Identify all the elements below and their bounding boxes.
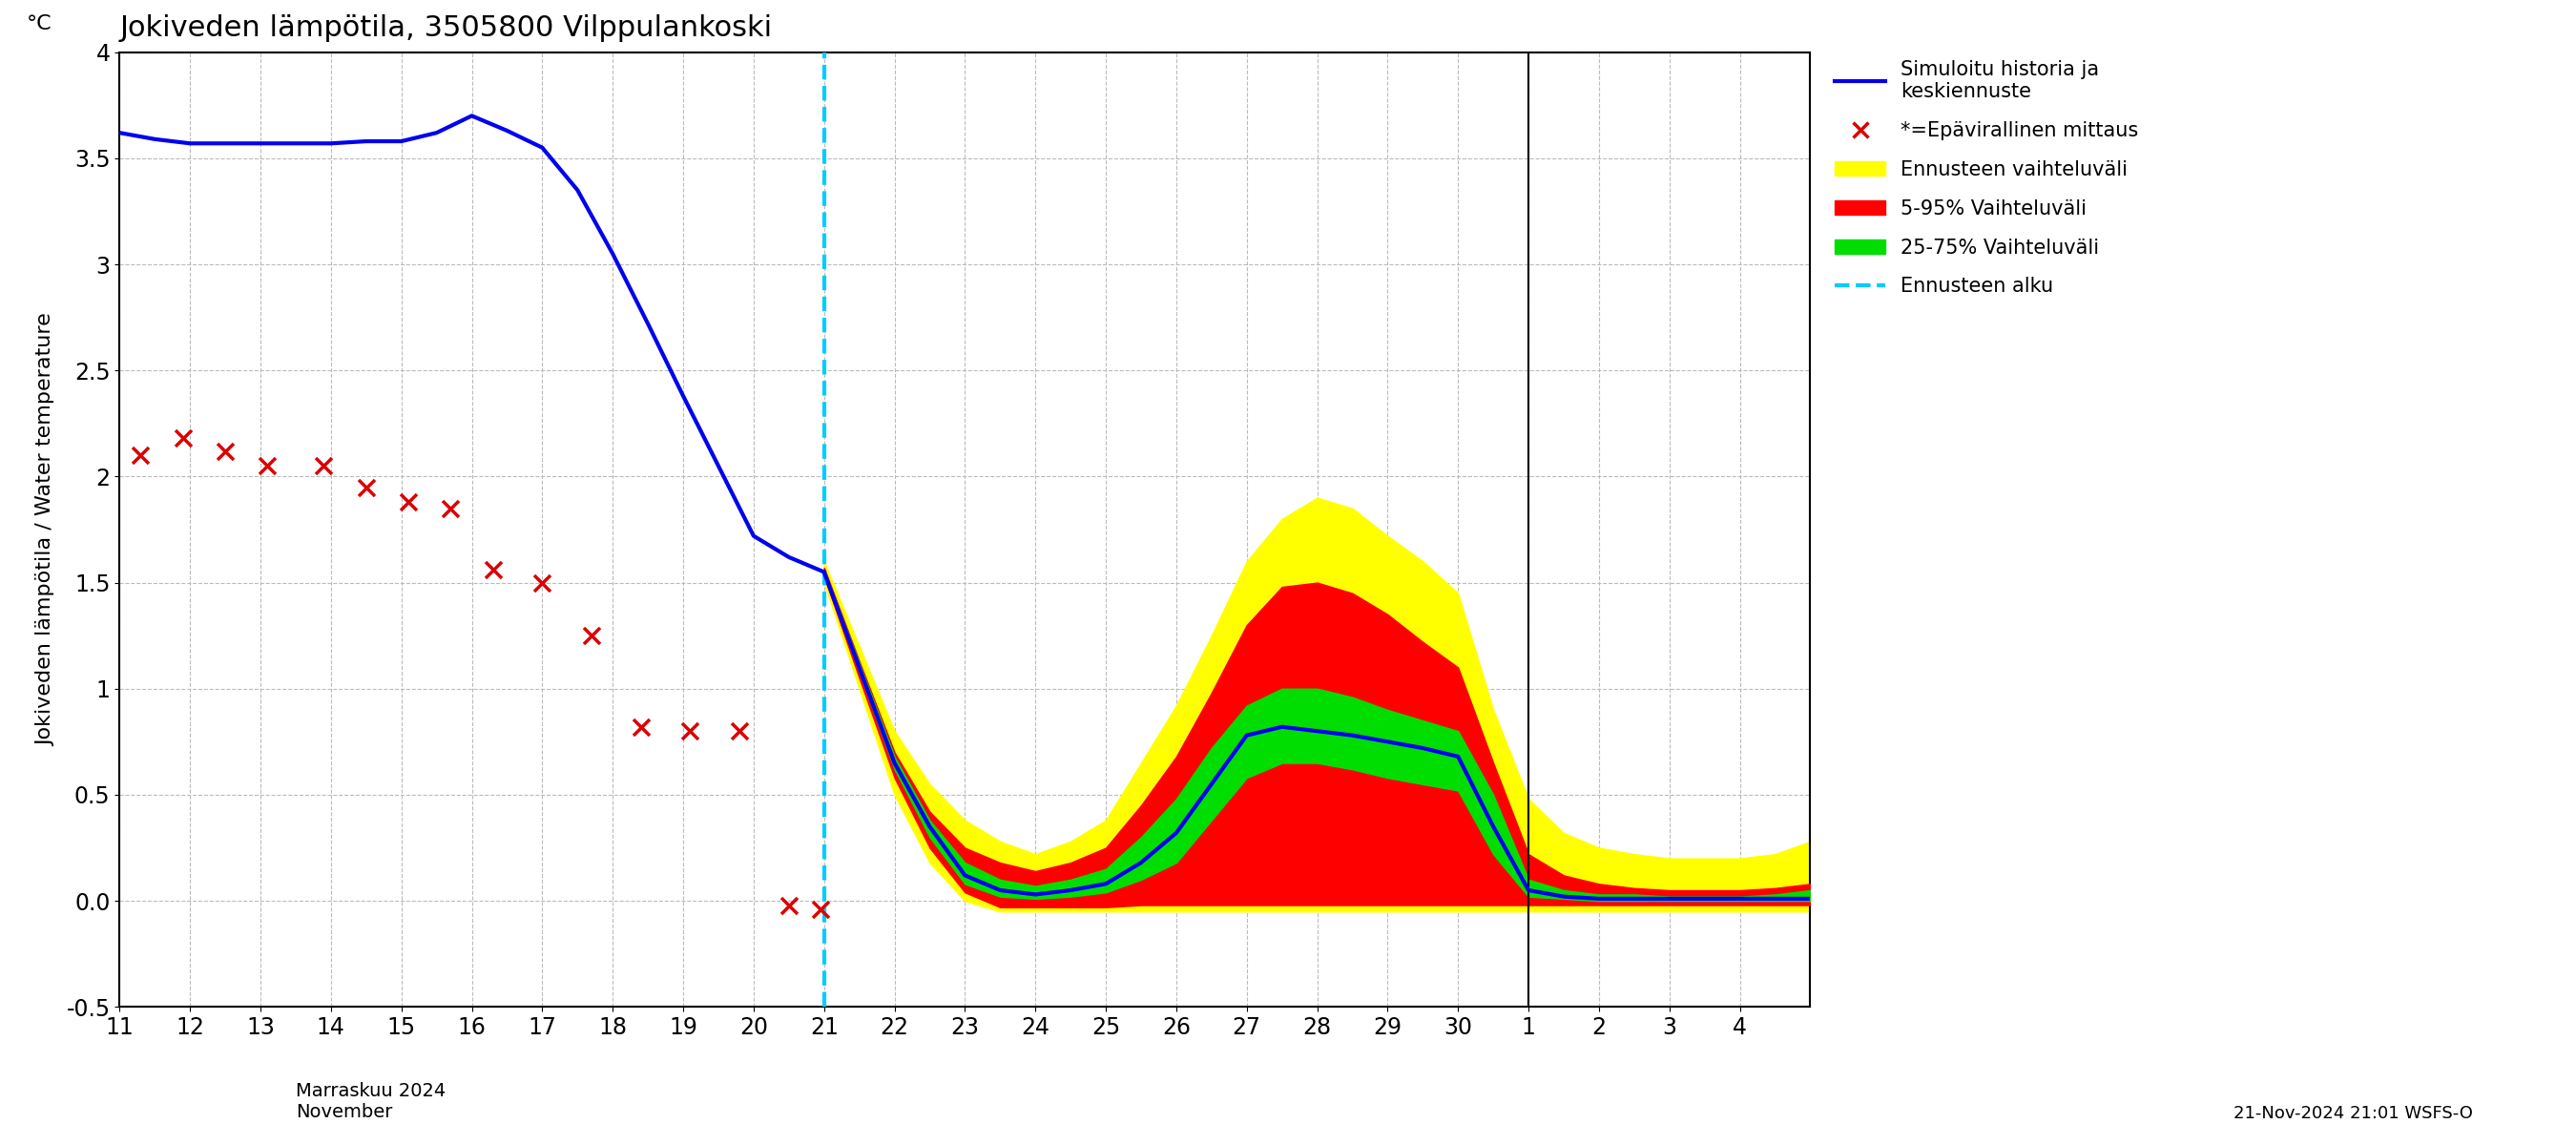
Text: 21-Nov-2024 21:01 WSFS-O: 21-Nov-2024 21:01 WSFS-O [2233,1105,2473,1122]
Point [204,442,245,460]
Point [304,457,345,475]
Point [801,900,842,918]
Point [572,626,613,645]
Point [121,447,162,465]
Point [471,561,513,579]
Legend: Simuloitu historia ja
keskiennuste, *=Epävirallinen mittaus, Ennusteen vaihteluv: Simuloitu historia ja keskiennuste, *=Ep… [1826,53,2146,305]
Point [520,574,562,592]
Text: °C: °C [26,14,52,33]
Text: Jokiveden lämpötila, 3505800 Vilppulankoski: Jokiveden lämpötila, 3505800 Vilppulanko… [118,14,773,42]
Point [430,499,471,518]
Point [670,722,711,741]
Point [247,457,289,475]
Point [768,895,809,914]
Point [345,477,386,496]
Text: Marraskuu 2024
November: Marraskuu 2024 November [296,1082,446,1121]
Point [621,718,662,736]
Point [719,722,760,741]
Y-axis label: Jokiveden lämpötila / Water temperature: Jokiveden lämpötila / Water temperature [36,313,57,747]
Point [162,429,204,448]
Point [389,492,430,511]
